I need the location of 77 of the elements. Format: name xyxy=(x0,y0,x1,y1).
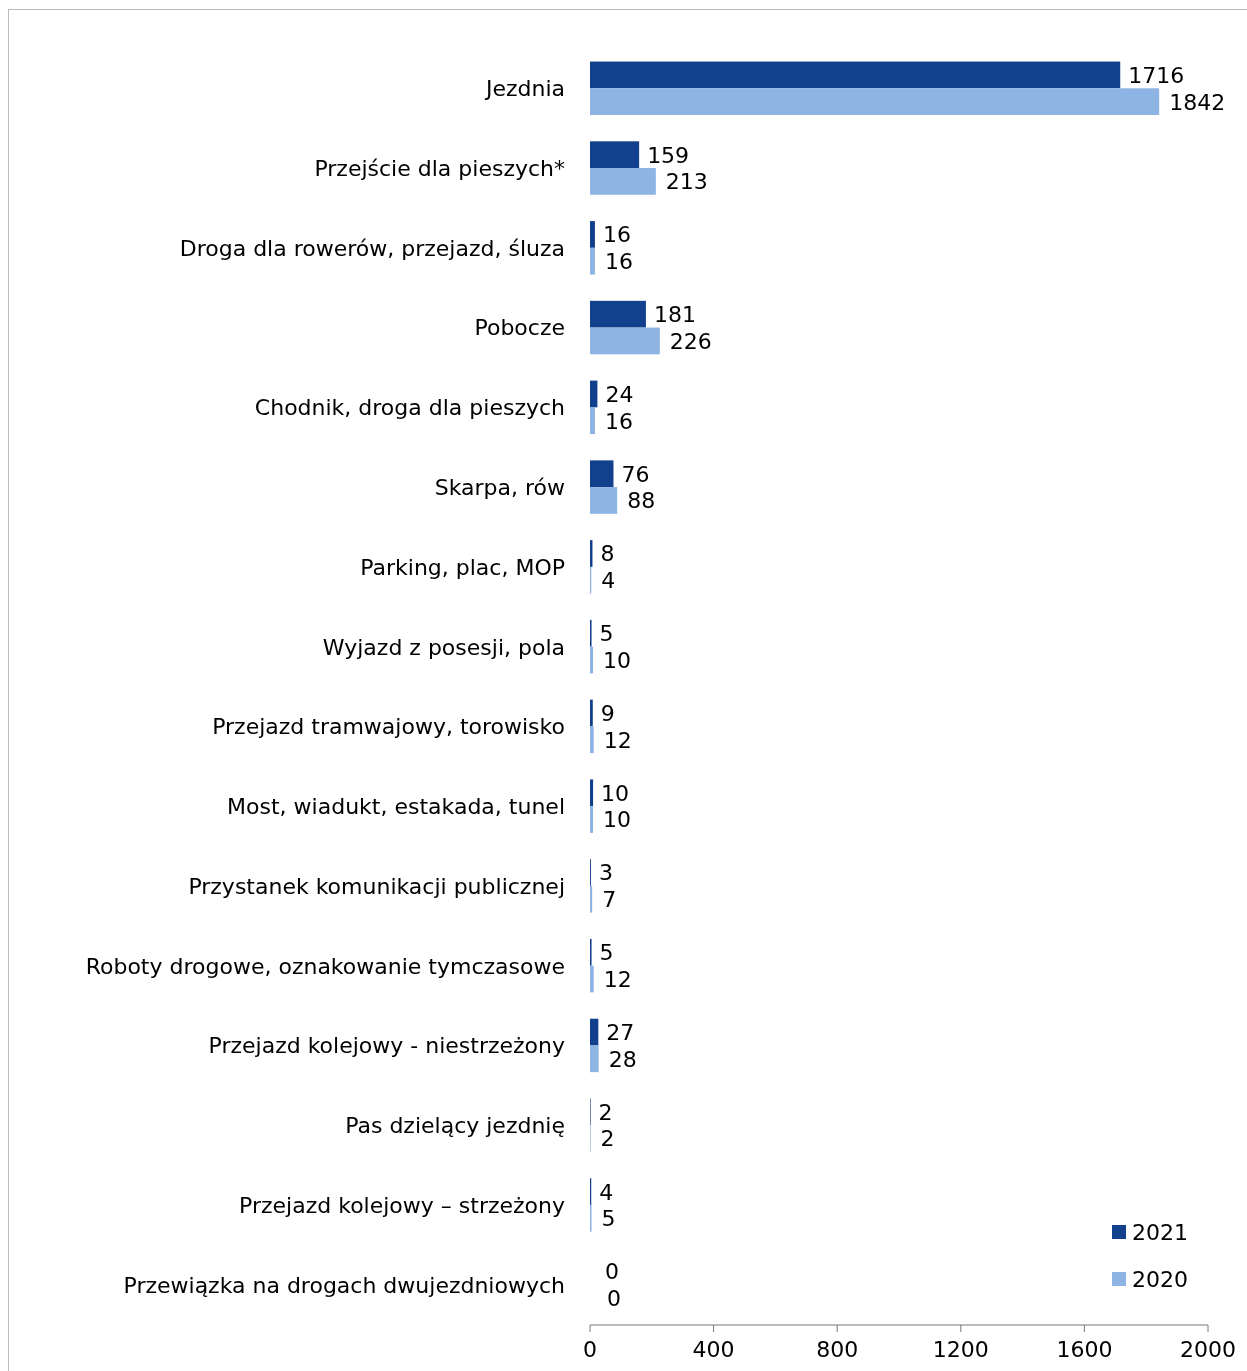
bar xyxy=(590,965,594,993)
y-tick-label: Przystanek komunikacji publicznej xyxy=(188,873,565,899)
data-label: 5 xyxy=(601,1206,616,1232)
data-label: 10 xyxy=(603,807,632,833)
data-label: 1842 xyxy=(1169,89,1226,115)
bar xyxy=(590,1018,599,1046)
bar xyxy=(590,380,598,408)
bar xyxy=(590,885,593,913)
data-label: 10 xyxy=(601,780,630,806)
y-tick-label: Most, wiadukt, estakada, tunel xyxy=(227,794,565,820)
x-tick-label: 1200 xyxy=(932,1337,989,1362)
legend-label: 2021 xyxy=(1132,1219,1188,1245)
bar xyxy=(590,61,1121,89)
bar xyxy=(590,88,1160,115)
data-label: 2 xyxy=(600,1126,615,1152)
data-label: 9 xyxy=(600,700,615,726)
bar xyxy=(590,141,640,169)
y-tick-label: Pas dzielący jezdnię xyxy=(345,1113,565,1139)
data-label: 5 xyxy=(599,621,614,647)
data-label: 0 xyxy=(605,1259,619,1285)
data-label: 181 xyxy=(653,302,696,328)
data-label: 2 xyxy=(598,1099,613,1125)
x-tick-label: 1600 xyxy=(1056,1337,1113,1362)
data-label: 28 xyxy=(608,1046,637,1072)
data-label: 3 xyxy=(598,860,613,886)
data-label: 4 xyxy=(601,568,616,594)
data-label: 76 xyxy=(621,461,650,487)
bar xyxy=(590,779,594,807)
bar xyxy=(590,407,595,435)
y-tick-label: Parking, plac, MOP xyxy=(360,554,565,580)
data-label: 8 xyxy=(600,541,615,567)
y-tick-label: Przejazd tramwajowy, torowisko xyxy=(212,714,565,740)
data-label: 16 xyxy=(602,222,631,248)
y-tick-label: Przejście dla pieszych* xyxy=(314,155,565,181)
data-label: 226 xyxy=(669,328,712,354)
data-label: 24 xyxy=(605,381,634,407)
data-label: 12 xyxy=(603,727,632,753)
data-label: 213 xyxy=(665,169,708,195)
bar xyxy=(590,327,660,355)
x-tick-label: 800 xyxy=(816,1337,859,1362)
bar xyxy=(590,460,614,488)
data-label: 5 xyxy=(599,940,614,966)
y-tick-label: Przewiązka na drogach dwujezdniowych xyxy=(123,1272,565,1298)
bar xyxy=(590,646,594,674)
y-tick-label: Jezdnia xyxy=(483,76,565,102)
bar xyxy=(590,247,595,275)
bar xyxy=(590,300,646,328)
data-label: 10 xyxy=(603,647,632,673)
y-tick-label: Przejazd kolejowy – strzeżony xyxy=(239,1192,565,1218)
bar xyxy=(590,168,656,195)
y-tick-label: Przejazd kolejowy - niestrzeżony xyxy=(208,1033,565,1059)
bar xyxy=(590,1045,599,1073)
bar xyxy=(590,699,593,727)
data-label: 159 xyxy=(647,142,690,168)
legend-label: 2020 xyxy=(1132,1266,1188,1292)
bar xyxy=(590,726,594,754)
data-label: 16 xyxy=(604,249,633,275)
data-label: 1716 xyxy=(1128,62,1185,88)
y-tick-label: Chodnik, droga dla pieszych xyxy=(254,395,565,421)
data-label: 0 xyxy=(607,1286,621,1311)
bar xyxy=(590,221,595,248)
y-tick-label: Pobocze xyxy=(474,315,565,341)
data-label: 4 xyxy=(599,1179,614,1205)
data-label: 88 xyxy=(627,488,656,514)
bar xyxy=(590,487,618,514)
data-label: 7 xyxy=(602,887,617,913)
data-label: 27 xyxy=(606,1019,635,1045)
y-tick-label: Skarpa, rów xyxy=(434,475,565,501)
data-label: 12 xyxy=(603,966,632,992)
y-tick-label: Roboty drogowe, oznakowanie tymczasowe xyxy=(85,953,565,979)
x-tick-label: 400 xyxy=(692,1337,735,1362)
x-tick-label: 0 xyxy=(583,1337,597,1362)
bar xyxy=(590,806,594,833)
x-tick-label: 2000 xyxy=(1180,1337,1236,1362)
data-label: 16 xyxy=(604,408,633,434)
y-tick-label: Wyjazd z posesji, pola xyxy=(322,634,565,660)
y-tick-label: Droga dla rowerów, przejazd, śluza xyxy=(179,235,565,261)
